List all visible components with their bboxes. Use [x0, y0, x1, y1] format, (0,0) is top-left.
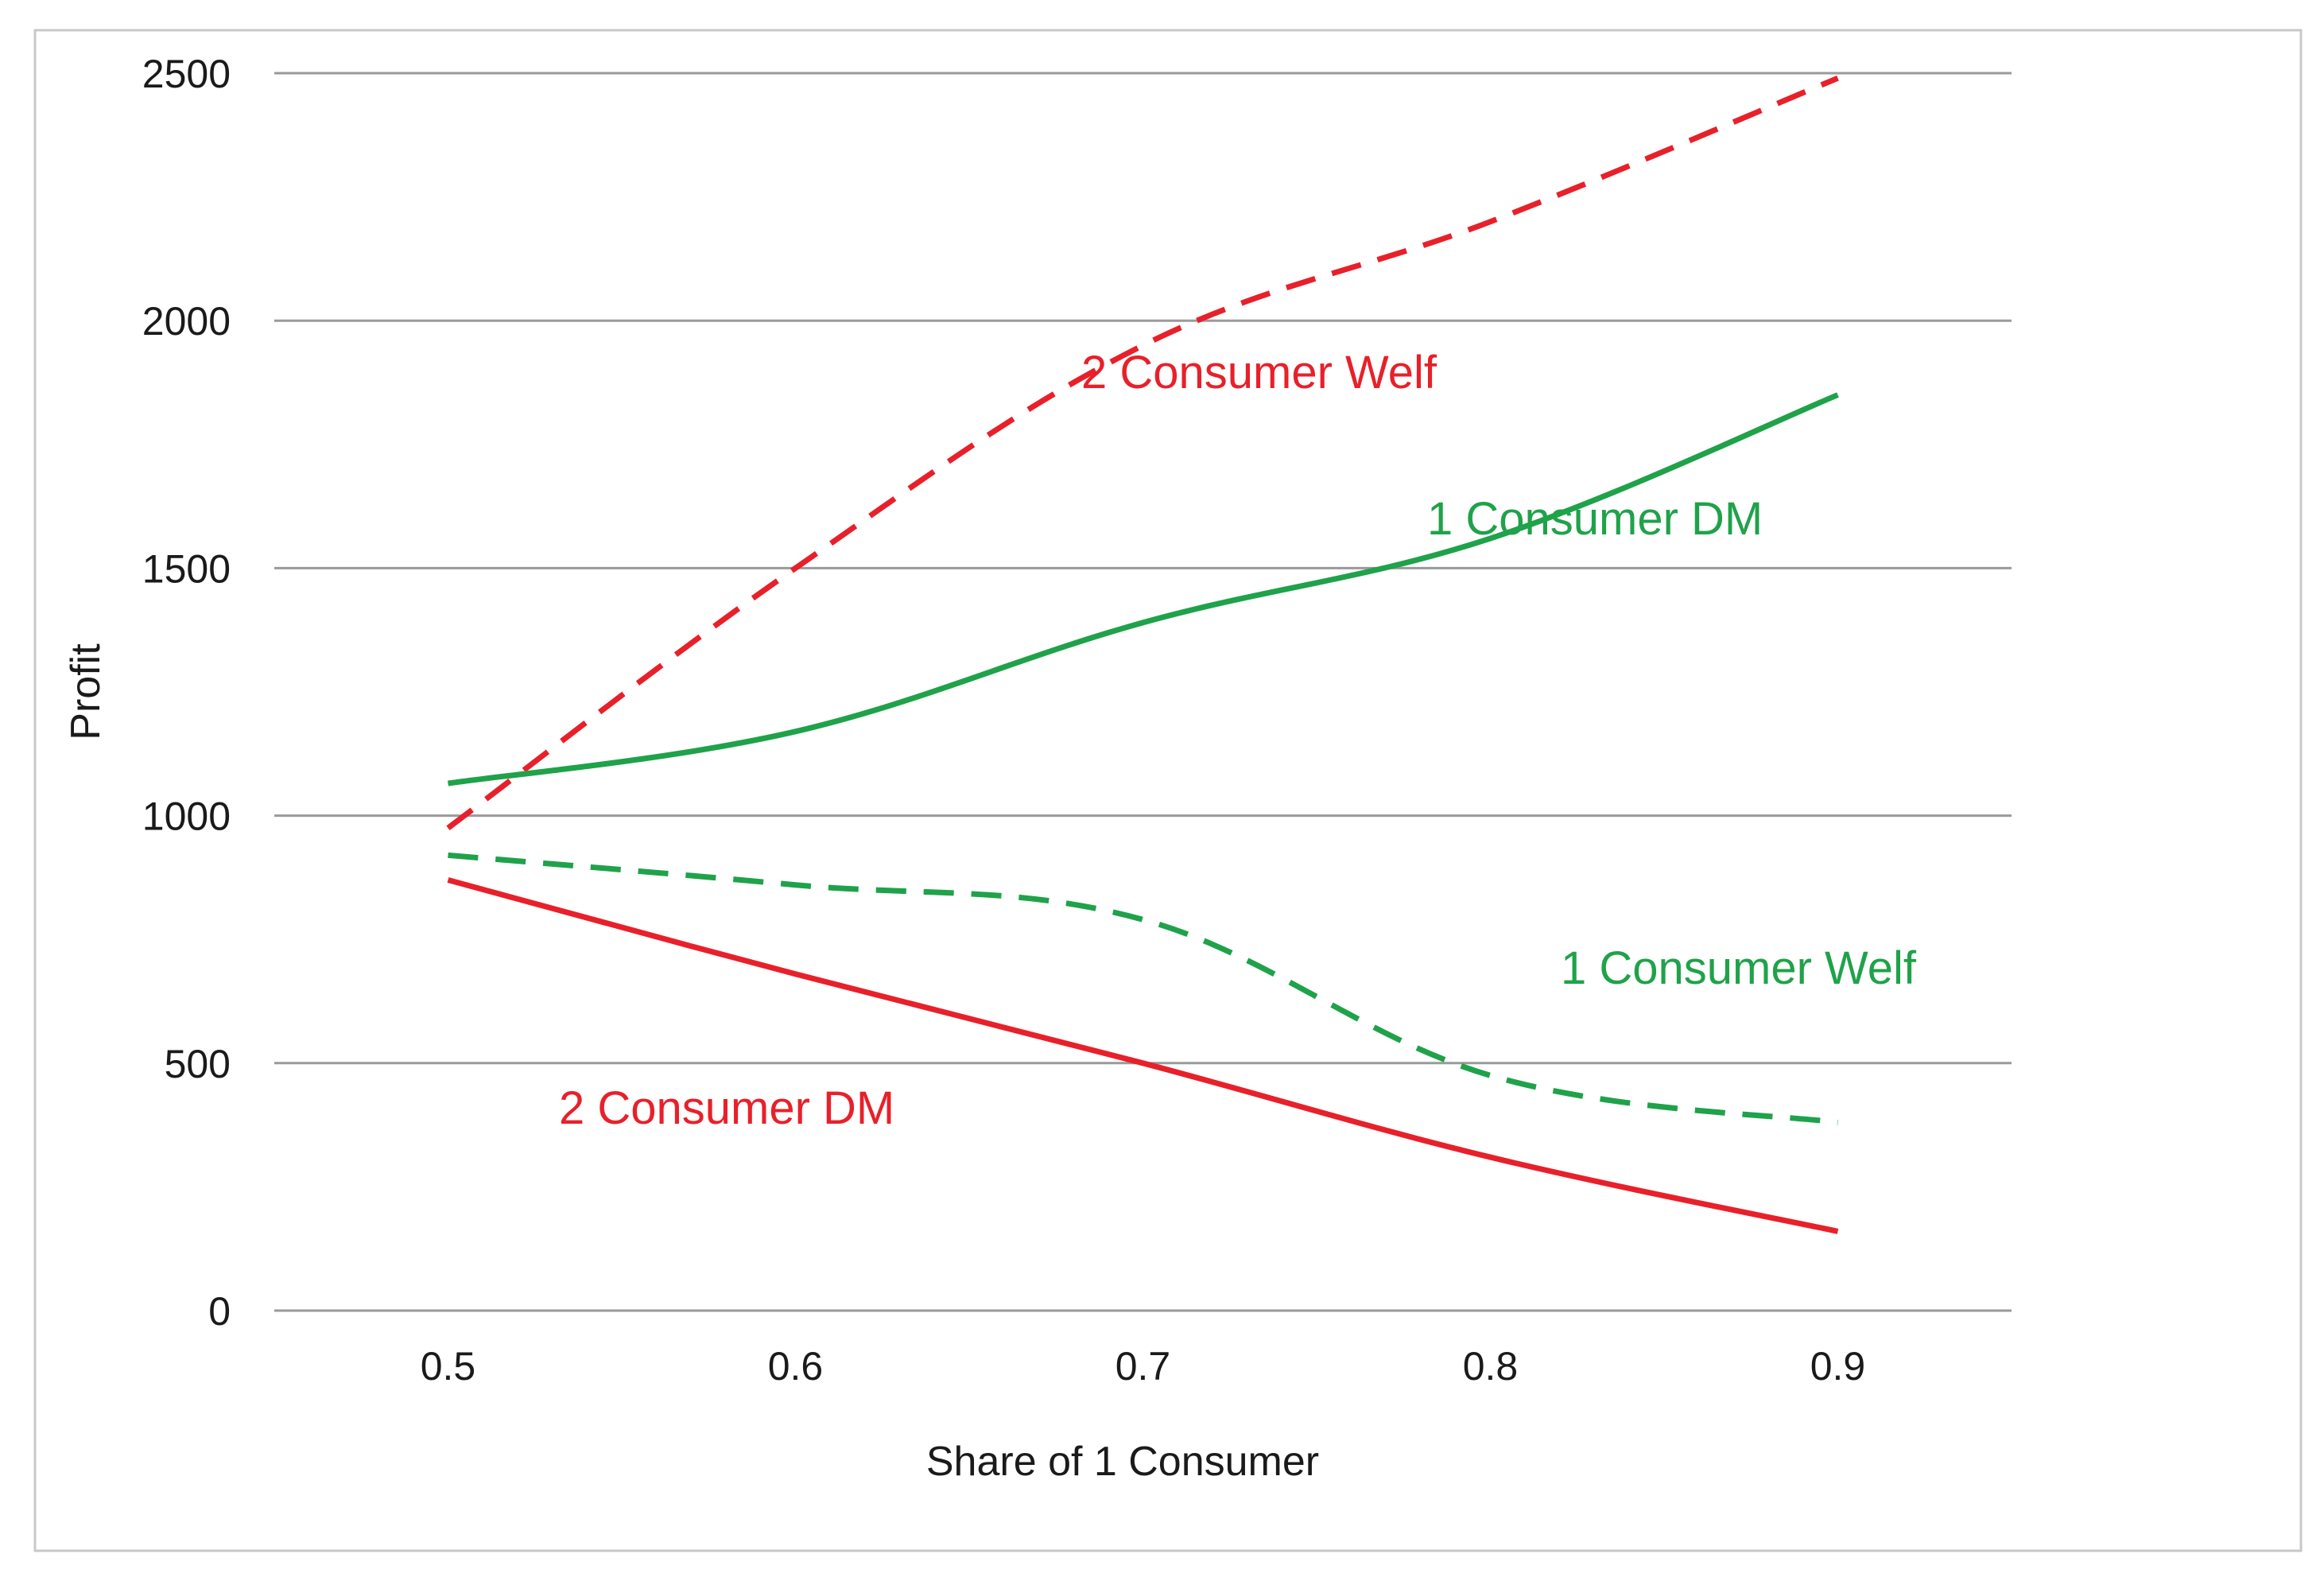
y-tick-label: 2500	[142, 52, 231, 96]
x-axis-label: Share of 1 Consumer	[926, 1439, 1319, 1485]
series-line-2-consumer-welf	[446, 75, 1839, 830]
y-tick-label: 2000	[142, 299, 231, 344]
chart-frame	[33, 29, 2303, 1552]
series-line-1-consumer-dm	[447, 392, 1839, 787]
y-tick-label: 500	[165, 1042, 231, 1086]
series-line-2-consumer-dm	[447, 877, 1839, 1234]
series-label-1-consumer-dm: 1 Consumer DM	[1427, 493, 1763, 545]
series-label-1-consumer-welf: 1 Consumer Welf	[1561, 942, 1917, 994]
x-tick-label: 0.7	[1115, 1344, 1171, 1389]
x-tick-label: 0.5	[421, 1344, 476, 1389]
series-lines	[446, 75, 1839, 1234]
x-tick-label: 0.6	[768, 1344, 824, 1389]
y-tick-label: 1500	[142, 546, 231, 591]
y-axis-tick-labels: 0 500 1000 1500 2000 2500	[142, 52, 231, 1334]
y-tick-label: 0	[208, 1289, 231, 1334]
y-tick-label: 1000	[142, 794, 231, 839]
series-labels: 2 Consumer Welf 1 Consumer DM 1 Consumer W…	[559, 347, 1917, 1134]
x-axis-tick-labels: 0.5 0.6 0.7 0.8 0.9	[421, 1344, 1866, 1389]
x-tick-label: 0.9	[1810, 1344, 1866, 1389]
x-tick-label: 0.8	[1463, 1344, 1519, 1389]
series-label-2-consumer-welf: 2 Consumer Welf	[1081, 347, 1437, 398]
y-axis-label: Profit	[63, 643, 109, 740]
series-label-2-consumer-dm: 2 Consumer DM	[559, 1082, 894, 1134]
gridlines	[274, 72, 2012, 1312]
series-line-1-consumer-welf	[448, 852, 1838, 1125]
